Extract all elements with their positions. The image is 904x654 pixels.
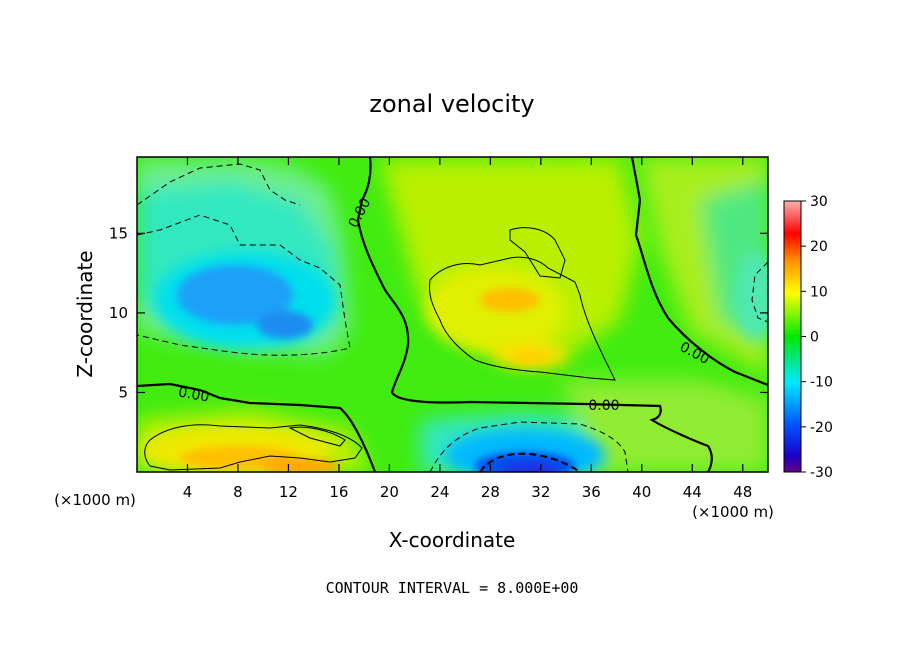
x-tick-label: 32 — [531, 483, 550, 501]
x-tick-label: 48 — [733, 483, 752, 501]
contour-interval-note: CONTOUR INTERVAL = 8.000E+00 — [326, 579, 579, 597]
colorbar-tick-label: -30 — [810, 465, 833, 481]
colorbar: 30 20 10 0 -10 -20 -30 — [783, 194, 833, 481]
x-unit-label-right: (×1000 m) — [692, 503, 774, 521]
x-unit-label-left: (×1000 m) — [54, 491, 136, 509]
positive-contour — [144, 424, 363, 471]
colorbar-tick-label: 10 — [810, 284, 828, 300]
x-tick-label: 20 — [380, 483, 399, 501]
negative-contour — [479, 452, 581, 472]
z-axis-label: Z-coordinate — [73, 250, 97, 377]
colorbar-ticks: 30 20 10 0 -10 -20 -30 — [801, 194, 833, 481]
contour-label: 0.00 — [588, 398, 619, 414]
z-tick-label: 5 — [118, 383, 128, 401]
contour-label: 0.00 — [177, 384, 210, 405]
x-tick-label: 36 — [582, 483, 601, 501]
chart-title: zonal velocity — [369, 90, 534, 118]
z-tick-label: 10 — [109, 304, 128, 322]
plot-frame — [136, 156, 769, 473]
x-tick-label: 4 — [183, 483, 193, 501]
negative-contour — [751, 261, 768, 323]
x-tick-label: 16 — [329, 483, 348, 501]
colorbar-tick-label: 30 — [810, 194, 828, 210]
zero-contour — [630, 157, 768, 387]
x-axis-label: X-coordinate — [389, 528, 516, 552]
zero-contour — [356, 157, 713, 472]
positive-contour — [429, 256, 616, 381]
zero-contour — [137, 382, 377, 472]
colorbar-tick-label: -10 — [810, 375, 833, 391]
contour-lines — [137, 157, 768, 472]
colorbar-tick-label: 20 — [810, 239, 828, 255]
x-tick-label: 40 — [632, 483, 651, 501]
x-tick-label: 12 — [279, 483, 298, 501]
negative-contour — [137, 163, 301, 206]
colorbar-tick-label: 0 — [810, 330, 819, 346]
x-tick-label: 8 — [233, 483, 243, 501]
z-tick-label: 15 — [109, 224, 128, 242]
negative-contour — [137, 214, 351, 356]
positive-contour — [288, 426, 346, 447]
x-tick-label: 24 — [430, 483, 449, 501]
contour-label-text: 0.00 — [588, 398, 619, 414]
x-tick-label: 28 — [481, 483, 500, 501]
contour-field — [137, 157, 768, 472]
z-axis: 5 10 15 — [109, 224, 768, 401]
positive-contour — [509, 227, 566, 279]
negative-contour — [429, 421, 629, 472]
x-tick-label: 44 — [683, 483, 702, 501]
contour-label-text: 0.00 — [177, 384, 210, 405]
colorbar-ramp — [783, 200, 802, 473]
x-axis: 4 8 12 16 20 24 28 32 36 40 44 48 — [183, 157, 752, 501]
colorbar-tick-label: -20 — [810, 420, 833, 436]
